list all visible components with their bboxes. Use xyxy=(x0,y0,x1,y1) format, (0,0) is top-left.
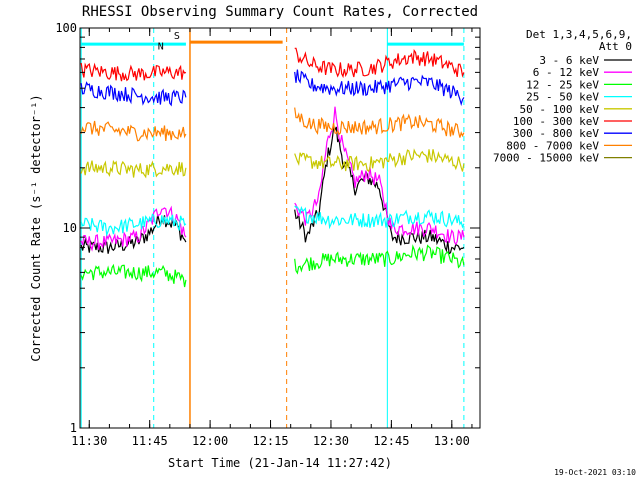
series-line-7 xyxy=(80,107,465,142)
x-tick-label-1: 11:45 xyxy=(132,434,168,448)
series-line-6 xyxy=(80,69,465,107)
overlay-layer: NS xyxy=(80,28,465,428)
legend-label-8: 7000 - 15000 keV xyxy=(493,152,599,165)
series-line-1 xyxy=(80,106,465,252)
series-line-0 xyxy=(80,126,465,255)
saa-flag-label: S xyxy=(174,31,180,42)
legend-label-0: 3 - 6 keV xyxy=(539,54,599,67)
x-tick-label-2: 12:00 xyxy=(192,434,228,448)
legend-label-5: 100 - 300 keV xyxy=(513,115,599,128)
x-tick-label-6: 13:00 xyxy=(434,434,470,448)
legend-label-7: 800 - 7000 keV xyxy=(506,139,599,152)
x-axis-label: Start Time (21-Jan-14 11:27:42) xyxy=(168,456,392,470)
x-tick-label-3: 12:15 xyxy=(252,434,288,448)
axes-layer: 11:30 11:45 12:00 12:15 12:30 12:45 13:00 1 10 10… xyxy=(55,21,480,448)
y-tick-label-0: 1 xyxy=(70,421,77,435)
night-flag-label: N xyxy=(158,42,164,53)
y-axis-label: Corrected Count Rate (s⁻¹ detector⁻¹) xyxy=(29,94,43,361)
x-tick-label-0: 11:30 xyxy=(71,434,107,448)
chart-title: RHESSI Observing Summary Count Rates, Co… xyxy=(82,4,478,20)
x-tick-label-5: 12:45 xyxy=(373,434,409,448)
timestamp: 19-Oct-2021 03:10 xyxy=(554,468,636,477)
series-line-4 xyxy=(80,148,465,179)
legend-label-4: 50 - 100 keV xyxy=(520,103,600,116)
y-tick-label-1: 10 xyxy=(63,221,77,235)
legend-label-1: 6 - 12 keV xyxy=(533,66,600,79)
series-layer xyxy=(80,47,465,288)
legend-header-1: Att 0 xyxy=(599,40,632,53)
series-line-5 xyxy=(80,47,465,82)
x-tick-label-4: 12:30 xyxy=(313,434,349,448)
legend-label-2: 12 - 25 keV xyxy=(526,78,599,91)
y-tick-label-2: 100 xyxy=(55,21,77,35)
legend-header-0: Det 1,3,4,5,6,9, xyxy=(526,28,632,41)
plot-frame xyxy=(79,27,481,429)
legend-label-3: 25 - 50 keV xyxy=(526,91,599,104)
series-line-2 xyxy=(80,244,465,288)
legend-label-6: 300 - 800 keV xyxy=(513,127,599,140)
series-line-3 xyxy=(80,205,465,238)
